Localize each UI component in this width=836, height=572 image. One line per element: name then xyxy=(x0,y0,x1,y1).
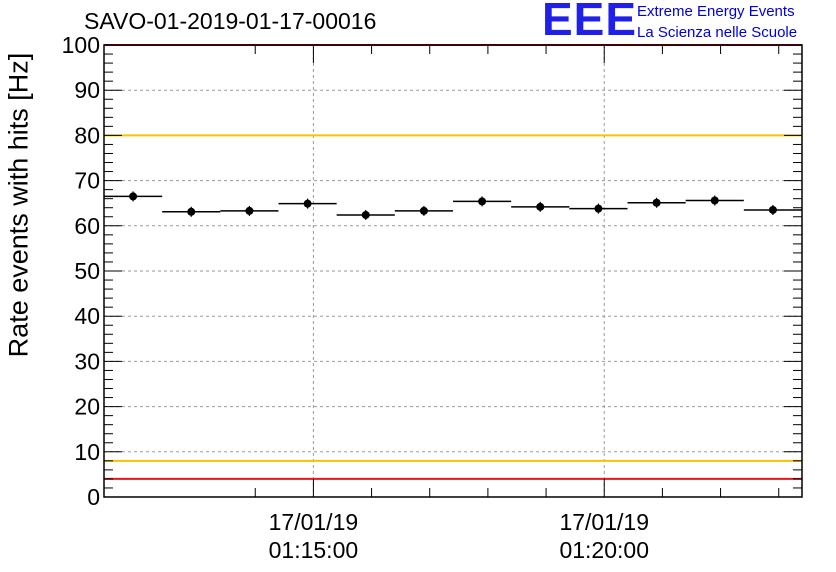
data-point xyxy=(594,204,603,213)
data-point xyxy=(768,205,777,214)
x-tick-date-label: 17/01/19 xyxy=(269,509,359,535)
x-tick-time-label: 01:15:00 xyxy=(269,537,359,563)
y-tick-label: 50 xyxy=(74,258,100,284)
y-tick-label: 10 xyxy=(74,439,100,465)
data-point xyxy=(478,197,487,206)
data-point xyxy=(652,198,661,207)
y-tick-label: 30 xyxy=(74,348,100,374)
data-point xyxy=(187,207,196,216)
x-tick-time-label: 01:20:00 xyxy=(559,537,649,563)
y-tick-labels: 0 10 20 30 40 50 60 70 80 90 100 xyxy=(62,32,100,510)
eee-logo-mark: EEE xyxy=(542,0,638,45)
y-tick-label: 80 xyxy=(74,122,100,148)
logo-line-2: La Scienza nelle Scuole xyxy=(637,24,798,41)
data-point xyxy=(419,206,428,215)
data-point xyxy=(245,206,254,215)
logo-line-1: Extreme Energy Events xyxy=(637,3,795,20)
chart-title: SAVO-01-2019-01-17-00016 xyxy=(84,8,377,34)
x-tick-date-label: 17/01/19 xyxy=(559,509,649,535)
y-tick-label: 40 xyxy=(74,303,100,329)
y-tick-label: 60 xyxy=(74,213,100,239)
y-tick-label: 70 xyxy=(74,168,100,194)
data-points xyxy=(104,191,802,220)
y-tick-label: 0 xyxy=(87,484,100,510)
reference-lines xyxy=(104,44,802,480)
y-tick-label: 90 xyxy=(74,77,100,103)
y-tick-label: 100 xyxy=(62,32,100,58)
data-point xyxy=(303,199,312,208)
grid-lines xyxy=(104,45,802,497)
data-point xyxy=(536,202,545,211)
data-point xyxy=(361,210,370,219)
axis-ticks xyxy=(104,44,802,498)
data-point xyxy=(710,196,719,205)
y-tick-label: 20 xyxy=(74,394,100,420)
data-point xyxy=(129,192,138,201)
